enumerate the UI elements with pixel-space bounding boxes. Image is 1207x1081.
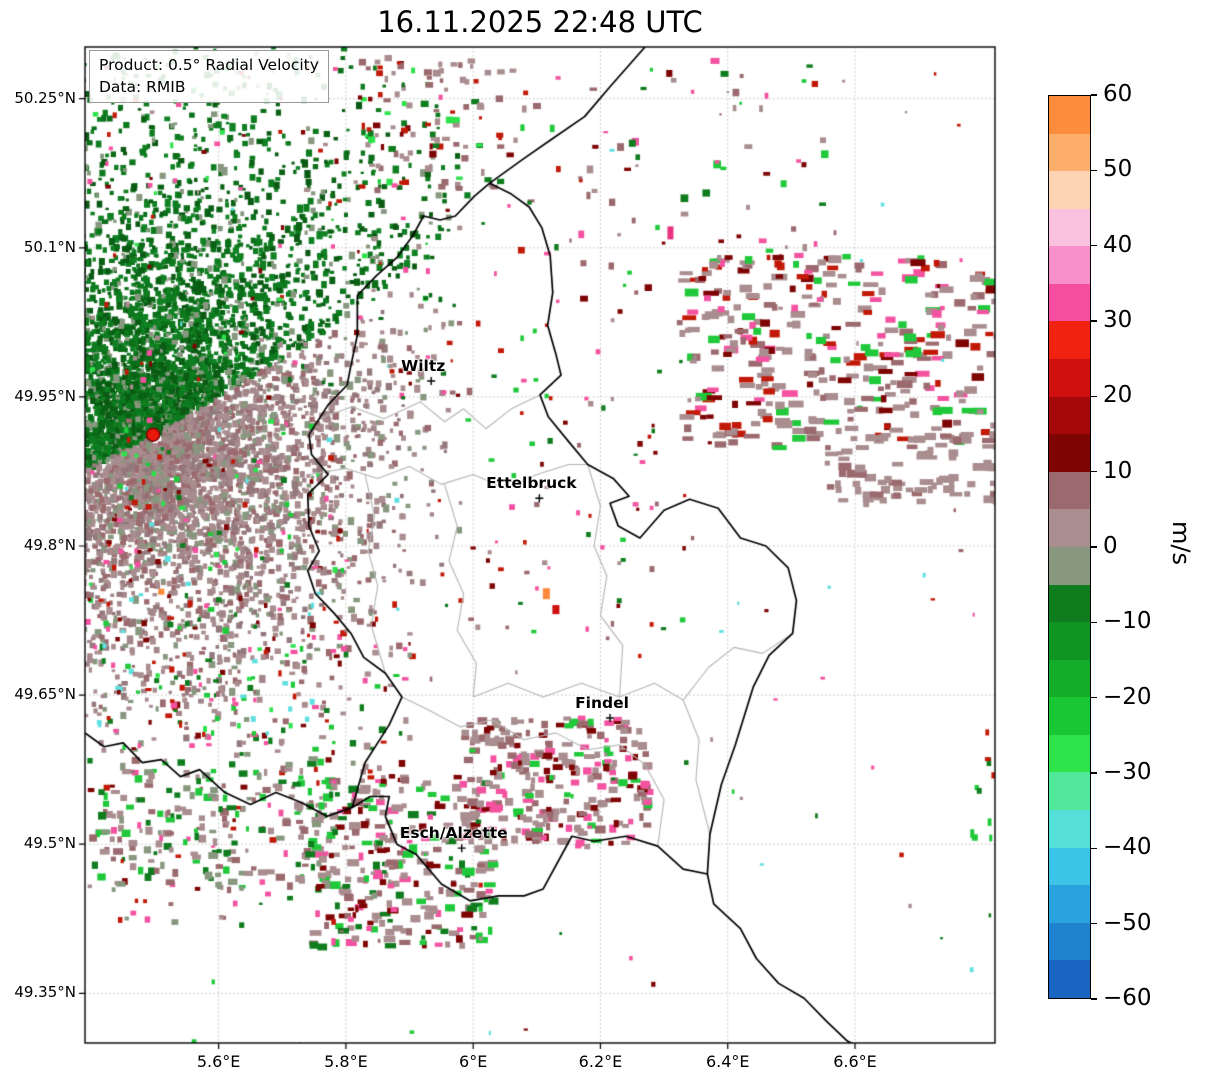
colorbar-segment	[1049, 847, 1090, 886]
product-info-box: Product: 0.5° Radial Velocity Data: RMIB	[89, 50, 329, 104]
colorbar-tick-label: 50	[1103, 156, 1133, 183]
colorbar-segment	[1049, 659, 1090, 698]
x-tick-label: 6.2°E	[578, 1052, 623, 1071]
y-tick-label: 49.65°N	[14, 685, 76, 704]
colorbar-tick-label: 30	[1103, 307, 1133, 333]
colorbar-segment	[1049, 622, 1090, 660]
colorbar-segment	[1049, 96, 1090, 134]
colorbar-tick-mark	[1091, 847, 1097, 850]
colorbar-segment	[1049, 471, 1090, 510]
y-tick-label: 50.1°N	[23, 237, 76, 256]
colorbar-tick-mark	[1091, 772, 1097, 774]
colorbar-tick-label: −50	[1103, 909, 1152, 936]
colorbar-segment	[1049, 584, 1090, 623]
colorbar-tick-mark	[1091, 696, 1097, 699]
colorbar-tick-label: 0	[1103, 533, 1118, 559]
colorbar-segment	[1049, 772, 1090, 810]
colorbar-segment	[1049, 208, 1090, 247]
colorbar-tick-mark	[1091, 922, 1097, 925]
colorbar-segment	[1049, 809, 1090, 848]
colorbar-tick-label: 20	[1103, 382, 1133, 409]
product-info-line: Product: 0.5° Radial Velocity	[99, 56, 319, 74]
x-tick-label: 5.8°E	[324, 1052, 368, 1071]
colorbar-tick-label: −20	[1103, 683, 1152, 710]
colorbar-segment	[1049, 434, 1090, 472]
colorbar	[1048, 95, 1091, 999]
colorbar-tick-label: 60	[1103, 81, 1133, 107]
colorbar-segment	[1049, 359, 1090, 397]
y-tick-label: 49.35°N	[14, 983, 76, 1002]
colorbar-tick-mark	[1091, 395, 1097, 398]
colorbar-segment	[1049, 885, 1090, 923]
x-tick-label: 5.6°E	[196, 1052, 241, 1071]
colorbar-segment	[1049, 960, 1090, 998]
colorbar-tick-mark	[1091, 320, 1097, 322]
city-label: Findel	[575, 693, 629, 712]
colorbar-unit-label: m/s	[1167, 521, 1195, 565]
colorbar-segment	[1049, 509, 1090, 547]
colorbar-segment	[1049, 246, 1090, 284]
colorbar-tick-mark	[1091, 470, 1097, 473]
colorbar-tick-mark	[1091, 998, 1097, 1000]
y-tick-label: 49.95°N	[14, 386, 76, 405]
x-tick-label: 6.4°E	[705, 1052, 750, 1071]
colorbar-tick-mark	[1091, 546, 1097, 548]
colorbar-tick-label: 10	[1103, 457, 1133, 484]
city-label: Ettelbruck	[486, 474, 577, 493]
colorbar-segment	[1049, 734, 1090, 773]
city-label: Esch/Alzette	[399, 824, 508, 843]
y-tick-label: 50.25°N	[14, 88, 76, 107]
colorbar-segment	[1049, 922, 1090, 961]
colorbar-segment	[1049, 396, 1090, 435]
colorbar-segment	[1049, 283, 1090, 322]
colorbar-tick-label: 40	[1103, 231, 1133, 258]
colorbar-tick-mark	[1091, 94, 1097, 96]
colorbar-segment	[1049, 133, 1090, 172]
y-tick-label: 49.5°N	[23, 834, 76, 853]
data-source-line: Data: RMIB	[99, 77, 186, 96]
colorbar-segment	[1049, 697, 1090, 735]
colorbar-tick-label: −60	[1103, 985, 1152, 1011]
colorbar-segment	[1049, 321, 1090, 360]
colorbar-segment	[1049, 546, 1090, 585]
colorbar-tick-label: −40	[1103, 834, 1152, 861]
colorbar-tick-mark	[1091, 244, 1097, 247]
colorbar-tick-label: −10	[1103, 608, 1152, 635]
colorbar-tick-mark	[1091, 621, 1097, 624]
x-tick-label: 6.6°E	[833, 1052, 877, 1071]
y-tick-label: 49.8°N	[23, 535, 76, 554]
colorbar-tick-label: −30	[1103, 759, 1152, 785]
figure-title: 16.11.2025 22:48 UTC	[377, 5, 703, 39]
city-label: Wiltz	[401, 356, 446, 375]
x-tick-label: 6°E	[459, 1052, 488, 1071]
colorbar-segment	[1049, 171, 1090, 209]
colorbar-tick-mark	[1091, 169, 1097, 172]
